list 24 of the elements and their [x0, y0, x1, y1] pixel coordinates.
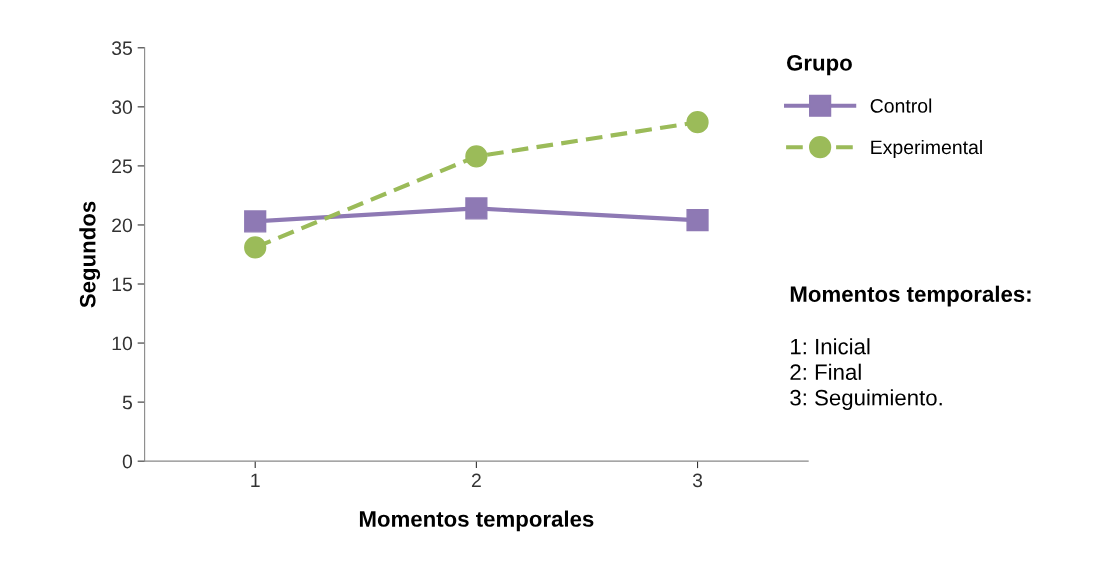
legend-label: Experimental [871, 139, 982, 159]
point [244, 236, 267, 259]
y-tick-label: 35 [111, 41, 133, 56]
y-tick-label: 20 [112, 218, 133, 233]
y-axis-title: Segundos [79, 201, 101, 308]
legend-title: Grupo [787, 55, 852, 76]
point [686, 209, 709, 232]
legend-label: Control [870, 98, 932, 113]
point [686, 111, 709, 134]
point [465, 145, 488, 168]
y-tick-label: 30 [111, 100, 133, 115]
x-tick-label: 3 [692, 473, 703, 488]
point [244, 210, 267, 233]
annotation: Momentos temporales: [790, 285, 1031, 307]
y-tick-label: 5 [122, 395, 132, 410]
y-tick-label: 0 [122, 454, 133, 469]
y-tick-label: 15 [112, 277, 133, 292]
x-tick-label: 2 [471, 473, 481, 488]
annotation: 1: Inicial 2: Final 3: Seguimiento. [790, 338, 942, 410]
point [465, 197, 488, 220]
y-tick-label: 10 [112, 336, 133, 351]
y-tick-label: 25 [112, 159, 133, 174]
x-tick-label: 1 [251, 473, 260, 488]
x-axis-title: Momentos temporales [359, 510, 594, 532]
